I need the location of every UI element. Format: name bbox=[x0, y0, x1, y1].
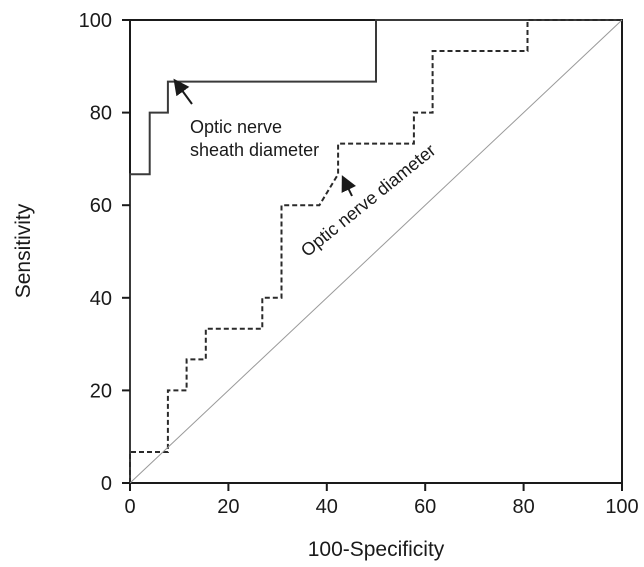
x-tick-label: 40 bbox=[316, 496, 338, 518]
reference-diagonal-line bbox=[129, 19, 623, 484]
y-tick-label: 60 bbox=[90, 195, 112, 217]
y-tick-label: 80 bbox=[90, 103, 112, 125]
annotation-sheath-diameter: Optic nerve sheath diameter bbox=[190, 117, 319, 160]
annotation-line: sheath diameter bbox=[190, 140, 319, 160]
annotation-line: Optic nerve bbox=[190, 117, 282, 137]
y-tick-label: 20 bbox=[90, 380, 112, 402]
x-tick-label: 100 bbox=[605, 496, 638, 518]
x-tick-label: 80 bbox=[512, 496, 534, 518]
y-tick-label: 100 bbox=[79, 10, 112, 32]
x-tick-label: 20 bbox=[217, 496, 239, 518]
y-tick-label: 0 bbox=[101, 473, 112, 495]
x-tick-label: 0 bbox=[124, 496, 135, 518]
axis-ticks: 0 20 40 60 80 100 0 20 40 60 80 100 bbox=[79, 10, 639, 518]
x-tick-label: 60 bbox=[414, 496, 436, 518]
y-axis-label: Sensitivity bbox=[12, 203, 35, 298]
annotation-arrow bbox=[341, 175, 357, 197]
annotation-arrow bbox=[173, 78, 193, 105]
series-line-nerve-diameter bbox=[129, 19, 622, 483]
plot-lines bbox=[129, 19, 623, 484]
series-line-sheath-diameter bbox=[129, 19, 622, 483]
x-axis-label: 100-Specificity bbox=[308, 538, 445, 561]
y-tick-label: 40 bbox=[90, 288, 112, 310]
